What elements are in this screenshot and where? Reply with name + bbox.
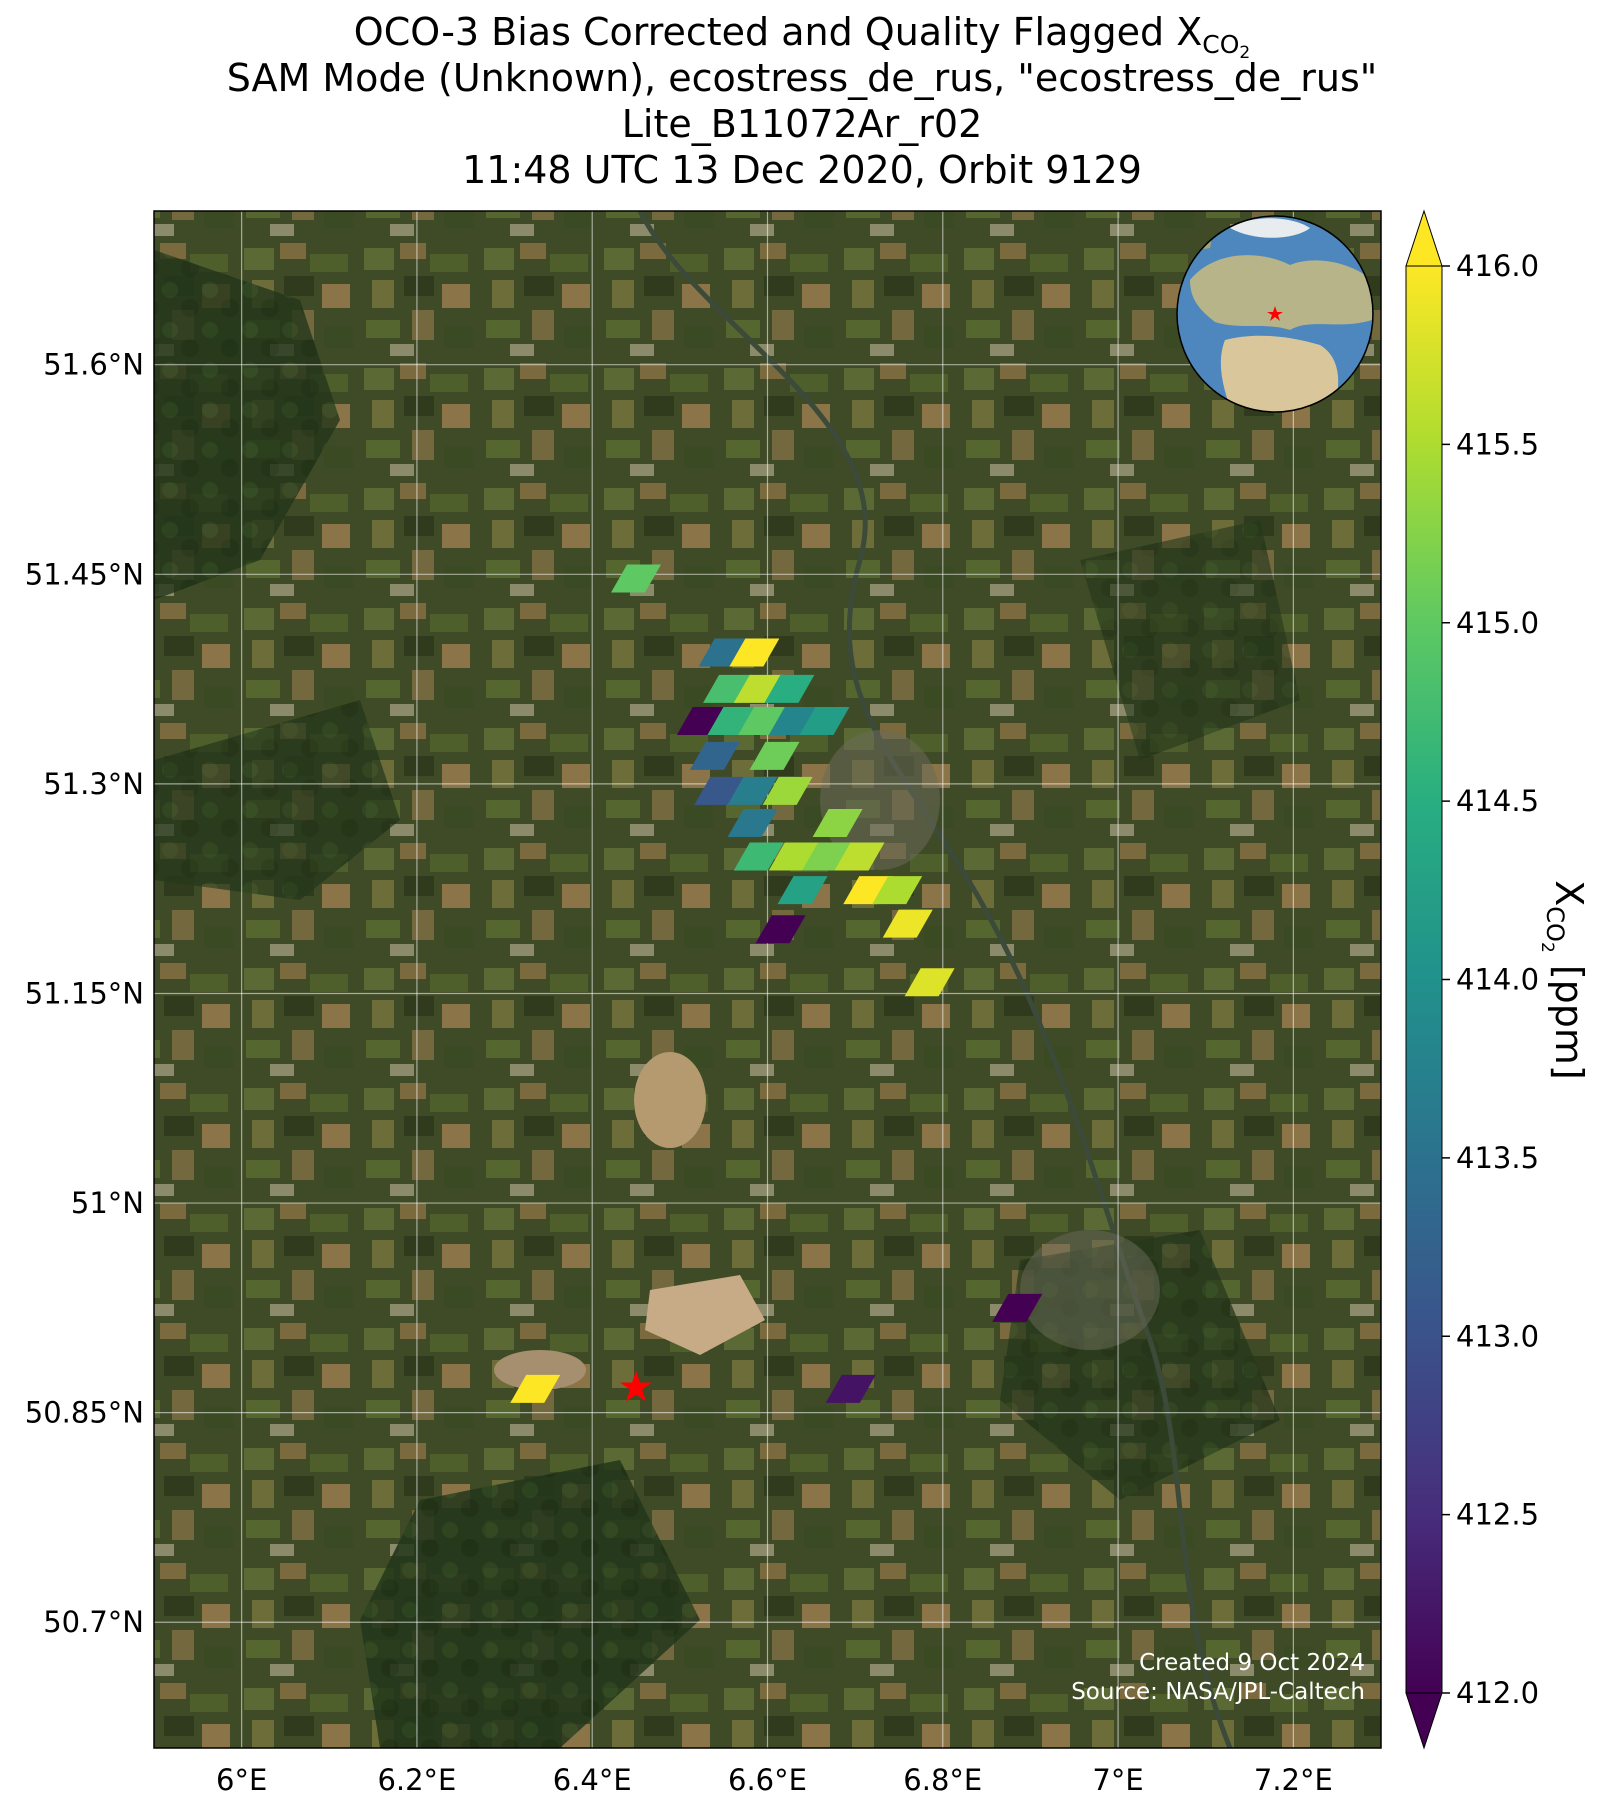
forest-area — [154, 250, 340, 600]
urban-area — [820, 730, 940, 870]
longitude-tick-labels: 6°E 6.2°E 6.4°E 6.6°E 6.8°E 7°E 7.2°E — [216, 1763, 1333, 1797]
colorbar-tick-label: 415.0 — [1456, 606, 1539, 640]
xco2-sounding — [882, 909, 933, 938]
forest-area — [1080, 520, 1300, 760]
xco2-soundings — [510, 564, 1043, 1403]
globe-arctic-ice — [1230, 218, 1310, 238]
inset-globe — [1176, 215, 1374, 413]
plot-title-line4: 11:48 UTC 13 Dec 2020, Orbit 9129 — [462, 148, 1142, 192]
lon-tick-label: 6.4°E — [553, 1763, 632, 1797]
xco2-sounding — [727, 809, 778, 838]
colorbar-tick-label: 413.0 — [1456, 1319, 1539, 1353]
xco2-sounding — [904, 968, 955, 997]
urban-area — [1020, 1230, 1160, 1350]
title-sub-co: CO — [1202, 30, 1240, 59]
colorbar-tick-label: 415.5 — [1456, 427, 1539, 461]
xco2-sounding — [764, 674, 815, 703]
open-pit-mine — [645, 1275, 765, 1355]
colorbar: 412.0 412.5 413.0 413.5 414.0 414.5 415.0 415.5… — [1405, 209, 1591, 1750]
colorbar-tick-label: 416.0 — [1456, 249, 1539, 283]
lat-tick-label: 50.7°N — [43, 1605, 144, 1639]
globe-africa — [1220, 335, 1339, 412]
lon-tick-label: 7.2°E — [1254, 1763, 1333, 1797]
colorbar-label: XCO2 [ppm] — [1537, 880, 1591, 1080]
xco2-sounding — [834, 842, 885, 871]
colorbar-tick-label: 412.5 — [1456, 1498, 1539, 1532]
xco2-sounding — [510, 1374, 561, 1403]
xco2-sounding — [992, 1293, 1043, 1322]
open-pit-mine — [634, 1052, 706, 1148]
xco2-sounding — [727, 776, 778, 805]
forest-area — [154, 700, 400, 900]
latitude-tick-labels: 51.6°N 51.45°N 51.3°N 51.15°N 51°N 50.85°N 50.… — [25, 348, 144, 1640]
lat-tick-label: 51.6°N — [43, 348, 144, 382]
lon-tick-label: 7°E — [1092, 1763, 1143, 1797]
rhine-river — [637, 211, 1233, 1748]
title-subscript: CO2 — [1202, 30, 1250, 63]
title-prefix: OCO-3 Bias Corrected and Quality Flagged… — [353, 10, 1203, 54]
colorbar-tick-label: 414.5 — [1456, 784, 1539, 818]
colorbar-extend-min — [1405, 1692, 1443, 1750]
lon-tick-label: 6.2°E — [377, 1763, 456, 1797]
colorbar-tick-label: 412.0 — [1456, 1676, 1539, 1710]
colorbar-gradient — [1406, 266, 1442, 1693]
globe-outline — [1176, 215, 1374, 413]
xco2-sounding — [812, 809, 863, 838]
xco2-sounding — [799, 707, 850, 736]
colorbar-ticks: 412.0 412.5 413.0 413.5 414.0 414.5 415.0 415.5… — [1442, 249, 1539, 1710]
colorbar-tick-label: 413.5 — [1456, 1141, 1539, 1175]
lat-tick-label: 51°N — [71, 1186, 144, 1220]
xco2-sounding — [762, 776, 813, 805]
xco2-sounding — [755, 915, 806, 944]
xco2-sounding — [777, 876, 828, 905]
xco2-sounding — [729, 638, 780, 667]
lon-tick-label: 6.8°E — [903, 1763, 982, 1797]
lat-tick-label: 50.85°N — [25, 1396, 144, 1430]
xco2-sounding — [689, 741, 740, 770]
xco2-sounding — [733, 842, 784, 871]
target-site-star — [620, 1370, 653, 1402]
lon-tick-label: 6°E — [216, 1763, 267, 1797]
title-sub-2: 2 — [1239, 43, 1251, 63]
source-credit: Source: NASA/JPL-Caltech — [1071, 1679, 1365, 1705]
globe-site-marker — [1267, 306, 1283, 321]
created-date-credit: Created 9 Oct 2024 — [1139, 1650, 1365, 1676]
xco2-sounding — [825, 1374, 876, 1403]
plot-title-line1: OCO-3 Bias Corrected and Quality Flagged… — [0, 10, 1604, 75]
map-frame — [153, 210, 1382, 1749]
xco2-sounding — [872, 876, 923, 905]
lat-tick-label: 51.15°N — [25, 976, 144, 1010]
colorbar-tick-label: 414.0 — [1456, 963, 1539, 997]
forest-area — [360, 1460, 700, 1748]
lat-tick-label: 51.3°N — [43, 767, 144, 801]
colorbar-extend-max — [1405, 209, 1443, 267]
xco2-sounding — [749, 741, 800, 770]
globe-europe-asia — [1190, 255, 1372, 330]
plot-title-line2: SAM Mode (Unknown), ecostress_de_rus, "e… — [226, 56, 1378, 100]
xco2-sounding — [611, 564, 662, 593]
map-gridlines — [154, 211, 1381, 1748]
lat-tick-label: 51.45°N — [25, 557, 144, 591]
lon-tick-label: 6.6°E — [728, 1763, 807, 1797]
open-pit-mine — [494, 1350, 586, 1390]
plot-title-line3: Lite_B11072Ar_r02 — [621, 102, 983, 146]
